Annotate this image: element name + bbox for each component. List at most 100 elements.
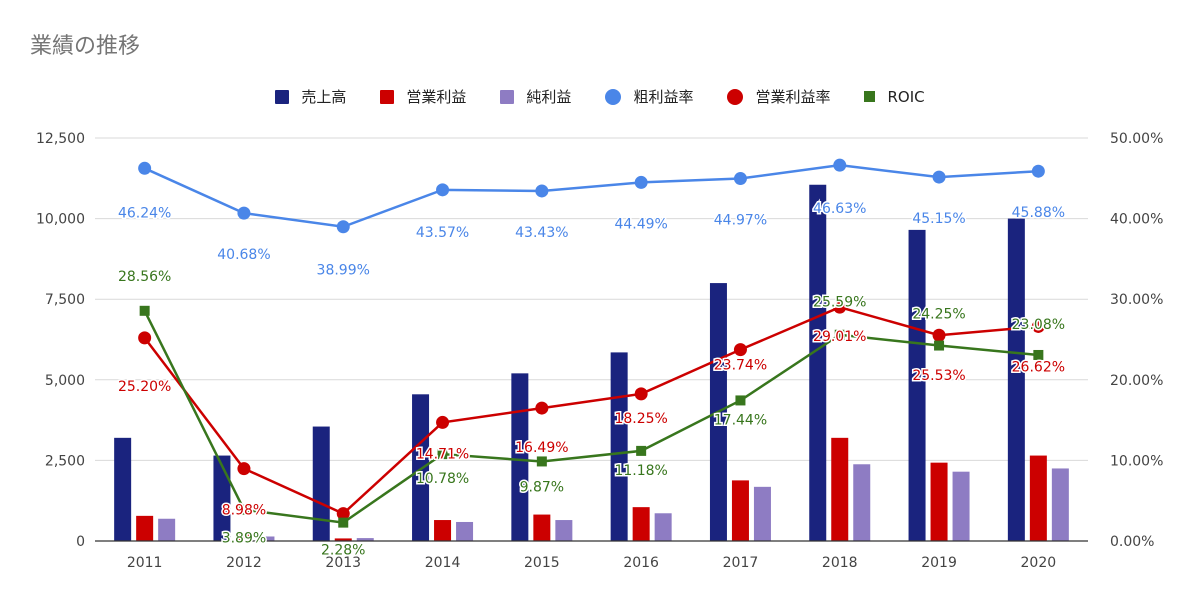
point-ROIC-2014[interactable] — [437, 449, 448, 460]
x-tick-label: 2017 — [723, 555, 759, 571]
bar-純利益-2017[interactable] — [753, 486, 771, 541]
legend-item-sales[interactable]: 売上高 — [275, 86, 346, 107]
point-粗利益率-2016[interactable] — [634, 175, 648, 189]
bar-売上高-2013[interactable] — [312, 426, 330, 541]
data-label-営業利益率-2018: 29.01% — [813, 329, 866, 345]
legend: 売上高 営業利益 純利益 粗利益率 営業利益率 ROIC — [0, 86, 1200, 107]
bar-営業利益-2012[interactable] — [235, 533, 253, 541]
point-営業利益率-2014[interactable] — [436, 415, 450, 429]
bar-純利益-2011[interactable] — [158, 518, 176, 541]
chart-title: 業績の推移 — [30, 34, 141, 59]
point-営業利益率-2012[interactable] — [237, 462, 251, 476]
point-ROIC-2016[interactable] — [636, 445, 647, 456]
x-tick-label: 2016 — [623, 555, 659, 571]
x-tick-label: 2018 — [822, 555, 858, 571]
bar-純利益-2018[interactable] — [853, 464, 871, 541]
point-粗利益率-2013[interactable] — [336, 220, 350, 234]
point-粗利益率-2017[interactable] — [733, 172, 747, 186]
bar-営業利益-2018[interactable] — [831, 437, 849, 541]
point-ROIC-2012[interactable] — [238, 504, 249, 515]
legend-item-net-profit[interactable]: 純利益 — [500, 86, 571, 107]
point-営業利益率-2016[interactable] — [634, 387, 648, 401]
point-ROIC-2011[interactable] — [139, 305, 150, 316]
bar-純利益-2019[interactable] — [952, 471, 970, 541]
data-label-ROIC-2017: 17.44% — [714, 412, 767, 428]
right-tick-label: 10.00% — [1110, 453, 1163, 469]
line-ROIC — [143, 310, 1039, 524]
point-ROIC-2013[interactable] — [338, 517, 349, 528]
data-label-営業利益率-2015: 16.49% — [515, 440, 568, 456]
data-label-営業利益率-2019: 25.53% — [912, 368, 965, 384]
left-tick-label: 7,500 — [45, 292, 85, 308]
point-営業利益率-2017[interactable] — [733, 343, 747, 357]
point-粗利益率-2020[interactable] — [1031, 164, 1045, 178]
bar-営業利益-2014[interactable] — [434, 520, 452, 541]
legend-swatch-gross-margin — [605, 88, 622, 105]
bar-売上高-2018[interactable] — [809, 184, 827, 542]
data-label-粗利益率-2016: 44.49% — [614, 216, 667, 232]
data-label-ROIC-2015: 9.87% — [520, 479, 564, 495]
line-営業利益率 — [143, 305, 1039, 516]
bar-純利益-2020[interactable] — [1051, 468, 1069, 541]
bar-営業利益-2015[interactable] — [533, 514, 551, 541]
bar-純利益-2015[interactable] — [555, 520, 573, 541]
legend-item-operating-margin[interactable]: 営業利益率 — [727, 86, 830, 107]
bar-営業利益-2013[interactable] — [334, 538, 352, 541]
bar-売上高-2015[interactable] — [511, 373, 529, 541]
legend-swatch-roic — [864, 91, 876, 102]
legend-label-sales: 売上高 — [301, 88, 347, 106]
point-営業利益率-2018[interactable] — [833, 300, 847, 314]
legend-swatch-operating-margin — [727, 88, 744, 105]
point-粗利益率-2012[interactable] — [237, 206, 251, 220]
point-営業利益率-2020[interactable] — [1031, 319, 1045, 333]
bar-純利益-2016[interactable] — [654, 513, 672, 541]
bar-売上高-2011[interactable] — [114, 437, 132, 541]
data-label-粗利益率-2015: 43.43% — [515, 225, 568, 241]
data-label-粗利益率-2012: 40.68% — [217, 247, 270, 263]
point-ROIC-2018[interactable] — [834, 329, 845, 340]
point-営業利益率-2015[interactable] — [535, 401, 549, 415]
bar-売上高-2014[interactable] — [412, 394, 430, 541]
point-粗利益率-2011[interactable] — [138, 161, 152, 175]
bar-営業利益-2017[interactable] — [731, 480, 749, 541]
point-営業利益率-2019[interactable] — [932, 328, 946, 342]
point-粗利益率-2019[interactable] — [932, 170, 946, 184]
right-tick-label: 50.00% — [1110, 131, 1163, 147]
legend-item-operating-profit[interactable]: 営業利益 — [380, 86, 466, 107]
bar-営業利益-2011[interactable] — [136, 515, 154, 541]
bar-純利益-2012[interactable] — [257, 536, 275, 541]
legend-swatch-operating-profit — [380, 89, 395, 104]
bar-売上高-2012[interactable] — [213, 455, 231, 541]
bar-営業利益-2016[interactable] — [632, 507, 650, 541]
bar-売上高-2016[interactable] — [610, 352, 628, 541]
point-粗利益率-2014[interactable] — [436, 183, 450, 197]
legend-item-roic[interactable]: ROIC — [864, 86, 925, 107]
point-ROIC-2015[interactable] — [536, 456, 547, 467]
point-営業利益率-2011[interactable] — [138, 331, 152, 345]
point-粗利益率-2015[interactable] — [535, 184, 549, 198]
point-粗利益率-2018[interactable] — [833, 158, 847, 172]
bar-純利益-2014[interactable] — [456, 521, 474, 541]
point-営業利益率-2013[interactable] — [336, 507, 350, 521]
bar-営業利益-2020[interactable] — [1029, 455, 1047, 541]
legend-item-gross-margin[interactable]: 粗利益率 — [605, 86, 693, 107]
right-tick-label: 40.00% — [1110, 212, 1163, 228]
bar-売上高-2020[interactable] — [1007, 218, 1025, 541]
bar-売上高-2019[interactable] — [908, 229, 926, 541]
legend-label-operating-margin: 営業利益率 — [755, 88, 831, 106]
data-labels: 46.24% 40.68% 38.99% 43.57% 43.43% 44.49% 44.9… — [116, 200, 1066, 560]
x-tick-label: 2013 — [325, 555, 361, 571]
data-label-営業利益率-2017: 23.74% — [714, 358, 767, 374]
bar-営業利益-2019[interactable] — [930, 462, 948, 541]
left-tick-label: 2,500 — [45, 453, 85, 469]
left-tick-label: 10,000 — [36, 212, 85, 228]
point-ROIC-2017[interactable] — [735, 395, 746, 406]
bar-純利益-2013[interactable] — [356, 538, 374, 541]
data-label-粗利益率-2019: 45.15% — [912, 211, 965, 227]
data-label-営業利益率-2020: 26.62% — [1012, 359, 1065, 375]
point-ROIC-2019[interactable] — [934, 340, 945, 351]
left-tick-label: 5,000 — [45, 373, 85, 389]
x-tick-label: 2015 — [524, 555, 560, 571]
point-ROIC-2020[interactable] — [1033, 349, 1044, 360]
